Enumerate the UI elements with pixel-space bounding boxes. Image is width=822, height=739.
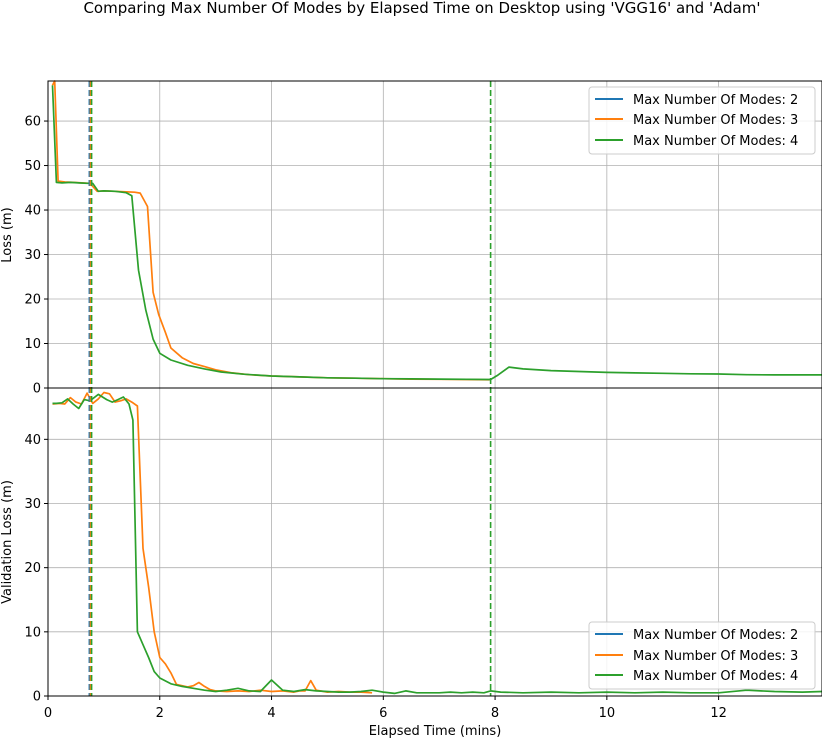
- top-legend-box: [588, 86, 816, 155]
- bottom-legend: Max Number Of Modes: 2 Max Number Of Mod…: [588, 621, 816, 690]
- top-ytick-label: 20: [24, 293, 41, 308]
- top-y-axis-label: Loss (m): [0, 207, 15, 262]
- xtick-label: 10: [599, 706, 616, 721]
- top-ytick-label: 10: [24, 337, 41, 352]
- bottom-legend-label-3: Max Number Of Modes: 3: [633, 649, 798, 664]
- top-panel-lines: [51, 80, 822, 381]
- bottom-panel-lines: [52, 391, 822, 695]
- bottom-ytick-label: 40: [24, 433, 41, 448]
- bottom-series-line: [52, 391, 373, 694]
- top-legend-label-3: Max Number Of Modes: 3: [633, 113, 798, 128]
- bottom-ytick-label: 30: [24, 497, 41, 512]
- xtick-label: 6: [379, 706, 387, 721]
- bottom-ytick-label: 0: [33, 690, 41, 705]
- top-series-line: [51, 80, 490, 381]
- xtick-label: 0: [44, 706, 52, 721]
- top-legend: Max Number Of Modes: 2 Max Number Of Mod…: [588, 86, 816, 155]
- bottom-ytick-label: 20: [24, 561, 41, 576]
- tick-marks: 0 10 20 30 40 50 60 0 10 20 30 40 0 2 4 6 8 10 12: [24, 115, 726, 721]
- bottom-ytick-label: 10: [24, 625, 41, 640]
- xtick-label: 8: [491, 706, 499, 721]
- bottom-legend-box: [588, 621, 816, 690]
- top-ytick-label: 30: [24, 248, 41, 263]
- bottom-y-axis-label: Validation Loss (m): [0, 480, 15, 604]
- top-ytick-label: 0: [33, 382, 41, 397]
- top-legend-label-4: Max Number Of Modes: 4: [633, 134, 798, 149]
- xtick-label: 12: [710, 706, 727, 721]
- x-axis-label: Elapsed Time (mins): [369, 724, 502, 739]
- top-series-line: [51, 85, 822, 381]
- bottom-legend-label-4: Max Number Of Modes: 4: [633, 669, 798, 684]
- bottom-legend-label-2: Max Number Of Modes: 2: [633, 628, 798, 643]
- chart-title: Comparing Max Number Of Modes by Elapsed…: [83, 0, 760, 17]
- bottom-panel-frame: [47, 387, 822, 697]
- top-ytick-label: 60: [24, 115, 41, 130]
- top-ytick-label: 50: [24, 159, 41, 174]
- bottom-series-line: [52, 393, 822, 695]
- top-ytick-label: 40: [24, 204, 41, 219]
- xtick-label: 2: [156, 706, 164, 721]
- xtick-label: 4: [267, 706, 275, 721]
- top-legend-label-2: Max Number Of Modes: 2: [633, 93, 798, 108]
